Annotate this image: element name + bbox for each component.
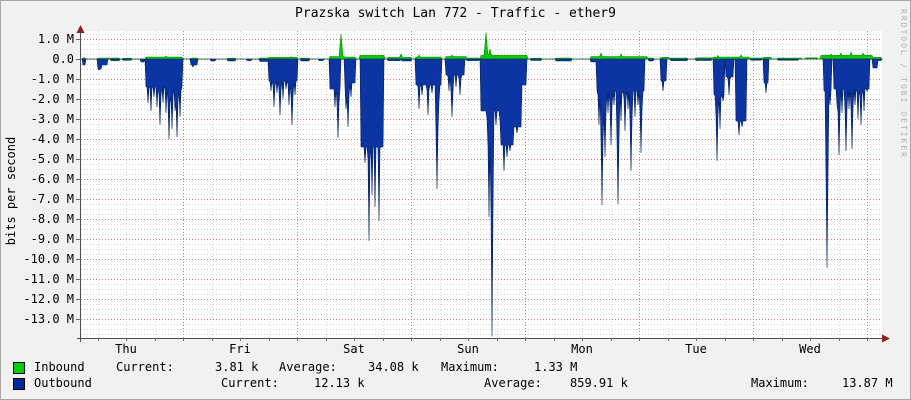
rrdtool-watermark: RRDTOOL / TOBI OETIKER (899, 9, 908, 159)
inbound-average-key: Average: (279, 360, 337, 374)
x-tick-label: Sun (457, 342, 479, 356)
graph-title: Prazska switch Lan 772 - Traffic - ether… (295, 6, 616, 21)
outbound-average-key: Average: (484, 376, 542, 390)
y-tick-label: 1.0 M (37, 32, 74, 46)
y-tick-label: -8.0 M (30, 212, 74, 226)
inbound-label: Inbound (34, 360, 85, 374)
outbound-maximum-key: Maximum: (751, 376, 809, 390)
y-tick-label: -5.0 M (30, 152, 74, 166)
inbound-average-value: 34.08 k (368, 360, 419, 374)
outbound-label: Outbound (34, 376, 92, 390)
y-tick-label: -6.0 M (30, 172, 74, 186)
inbound-current-key: Current: (116, 360, 174, 374)
inbound-maximum-value: 1.33 M (534, 360, 578, 374)
y-tick-label: -10.0 M (23, 252, 74, 266)
x-tick-label: Mon (571, 342, 593, 356)
outbound-current-key: Current: (221, 376, 279, 390)
legend-row-inbound: Inbound Current: 3.81 k Average: 34.08 k… (1, 361, 910, 375)
y-tick-label: -2.0 M (30, 92, 74, 106)
inbound-current-value: 3.81 k (215, 360, 259, 374)
inbound-maximum-key: Maximum: (441, 360, 499, 374)
x-tick-label: Thu (115, 342, 137, 356)
y-tick-label: -1.0 M (30, 72, 74, 86)
outbound-average-value: 859.91 k (570, 376, 628, 390)
outbound-swatch (13, 378, 25, 390)
legend-row-outbound: Outbound Current: 12.13 k Average: 859.9… (1, 377, 910, 391)
outbound-maximum-value: 13.87 M (842, 376, 893, 390)
x-tick-label: Fri (229, 342, 251, 356)
y-tick-label: 0.0 (52, 52, 74, 66)
y-tick-label: -12.0 M (23, 292, 74, 306)
inbound-swatch (13, 362, 25, 374)
y-tick-label: -4.0 M (30, 132, 74, 146)
y-tick-label: -9.0 M (30, 232, 74, 246)
y-tick-label: -13.0 M (23, 312, 74, 326)
outbound-current-value: 12.13 k (314, 376, 365, 390)
x-tick-label: Sat (343, 342, 365, 356)
y-tick-label: -11.0 M (23, 272, 74, 286)
y-tick-label: -7.0 M (30, 192, 74, 206)
y-tick-label: -3.0 M (30, 112, 74, 126)
x-tick-label: Wed (799, 342, 821, 356)
x-tick-label: Tue (685, 342, 707, 356)
